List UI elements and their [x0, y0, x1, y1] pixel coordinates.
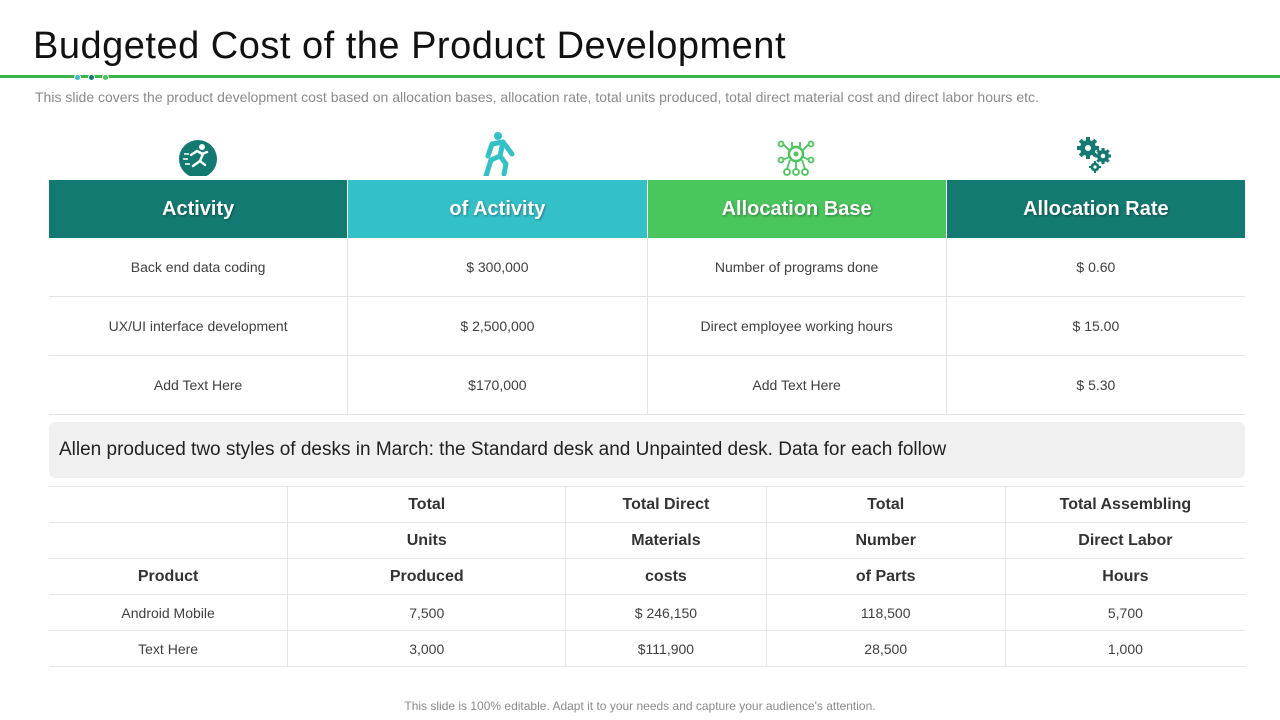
- header-allocation-base: Allocation Base: [647, 180, 947, 238]
- table-cell: Android Mobile: [49, 595, 289, 630]
- page-title: Budgeted Cost of the Product Development: [33, 25, 787, 67]
- accent-dot: [102, 74, 109, 81]
- table-cell: Add Text Here: [49, 356, 349, 414]
- table-cell: $ 2,500,000: [348, 297, 648, 355]
- header-cell: Materials: [566, 523, 767, 558]
- header-cell: Hours: [1102, 567, 1149, 585]
- table-header-row: Total Total Direct Total Total Assemblin…: [49, 487, 1245, 523]
- running-figure-badge-icon: [178, 130, 218, 178]
- table-row: Add Text Here $170,000 Add Text Here $ 5…: [49, 356, 1245, 415]
- header-cell: Total Direct: [566, 487, 767, 522]
- header-cell: costs: [566, 559, 767, 594]
- table-header-row: Activity of Activity Allocation Base All…: [49, 180, 1245, 238]
- header-of-activity: of Activity: [348, 180, 648, 238]
- header-cell: Produced: [288, 559, 567, 594]
- table-row: Back end data coding $ 300,000 Number of…: [49, 238, 1245, 297]
- gears-icon: [1075, 130, 1115, 176]
- table-cell: Number of programs done: [648, 238, 947, 296]
- table-cell: 7,500: [288, 595, 567, 630]
- robot-network-icon: [776, 130, 816, 176]
- header-cell: Total: [288, 487, 567, 522]
- accent-dot: [88, 74, 95, 81]
- header-cell: Total Assembling: [1059, 495, 1192, 513]
- table-cell: Direct employee working hours: [648, 297, 947, 355]
- header-cell: [49, 487, 289, 522]
- table-cell: $111,900: [566, 631, 767, 666]
- footer-note: This slide is 100% editable. Adapt it to…: [404, 699, 876, 713]
- table-header-row: Product Produced costs of Parts Hours: [49, 559, 1245, 595]
- table-cell: $170,000: [348, 356, 648, 414]
- table-cell: 5,700: [1107, 604, 1143, 621]
- table-row: Text Here 3,000 $111,900 28,500 1,000: [49, 631, 1245, 667]
- info-banner: Allen produced two styles of desks in Ma…: [49, 422, 1245, 478]
- header-cell: Units: [288, 523, 567, 558]
- table-cell: UX/UI interface development: [49, 297, 349, 355]
- table-cell: 28,500: [767, 631, 1006, 666]
- table-cell: $ 5.30: [1076, 377, 1116, 393]
- header-activity: Activity: [49, 180, 349, 238]
- table-cell: Add Text Here: [648, 356, 947, 414]
- table-cell: 118,500: [767, 595, 1006, 630]
- table-header-row: Units Materials Number Direct Labor: [49, 523, 1245, 559]
- header-cell: of Parts: [767, 559, 1006, 594]
- table-cell: $ 15.00: [1072, 318, 1120, 334]
- activity-cost-table: Activity of Activity Allocation Base All…: [49, 180, 1245, 415]
- title-underline: [0, 75, 1280, 78]
- running-person-icon: [478, 130, 518, 179]
- product-table: Total Total Direct Total Total Assemblin…: [49, 486, 1245, 667]
- table-cell: 3,000: [288, 631, 567, 666]
- table-cell: $ 246,150: [566, 595, 767, 630]
- header-cell: Direct Labor: [1078, 531, 1173, 549]
- page-subtitle: This slide covers the product developmen…: [35, 89, 1039, 105]
- header-cell: Product: [49, 559, 289, 594]
- header-cell: Number: [767, 523, 1006, 558]
- table-row: Android Mobile 7,500 $ 246,150 118,500 5…: [49, 595, 1245, 631]
- header-cell: Total: [767, 487, 1006, 522]
- table-cell: Text Here: [49, 631, 289, 666]
- table-cell: 1,000: [1107, 640, 1143, 657]
- accent-dot: [74, 74, 81, 81]
- table-cell: $ 0.60: [1076, 259, 1116, 275]
- banner-text: Allen produced two styles of desks in Ma…: [59, 439, 947, 460]
- header-cell: [49, 523, 289, 558]
- table-cell: Back end data coding: [49, 238, 349, 296]
- header-allocation-rate: Allocation Rate: [946, 180, 1245, 238]
- table-cell: $ 300,000: [348, 238, 648, 296]
- table-row: UX/UI interface development $ 2,500,000 …: [49, 297, 1245, 356]
